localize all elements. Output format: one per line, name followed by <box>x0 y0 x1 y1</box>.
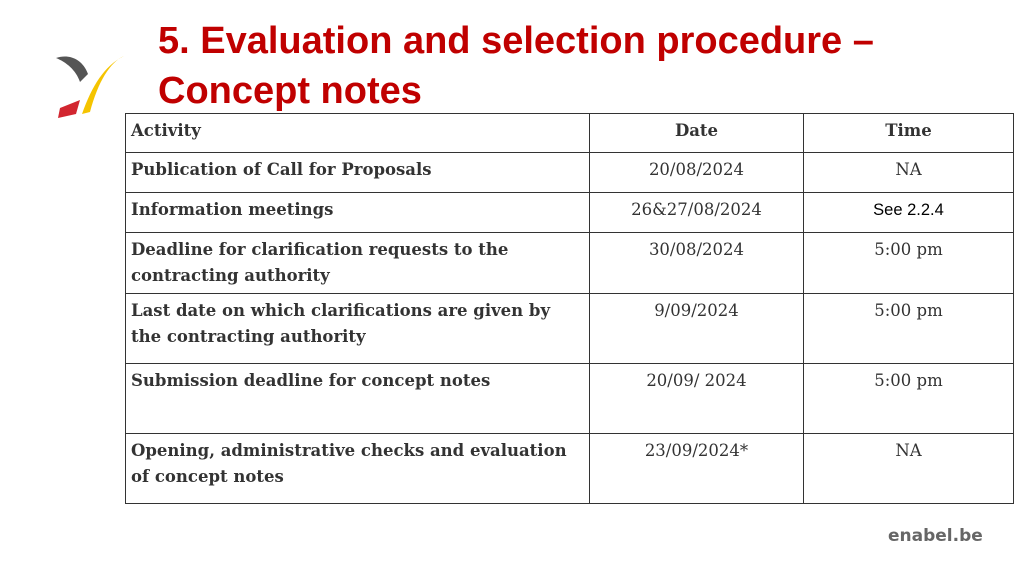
table-row: Deadline for clarification requests to t… <box>125 232 1014 294</box>
time-cell: NA <box>803 152 1014 193</box>
header-cell: Date <box>589 113 804 153</box>
date-cell: 20/09/ 2024 <box>589 363 804 434</box>
time-cell: 5:00 pm <box>803 232 1014 294</box>
activity-cell: Deadline for clarification requests to t… <box>125 232 590 294</box>
table-row: Submission deadline for concept notes 20/… <box>125 363 1014 434</box>
table-row: Publication of Call for Proposals 20/08/2… <box>125 152 1014 193</box>
title-line: Concept notes <box>158 70 422 112</box>
activity-cell: Publication of Call for Proposals <box>125 152 590 193</box>
table-row: Last date on which clarifications are gi… <box>125 293 1014 364</box>
slide-title: 5. Evaluation and selection procedure – … <box>158 16 874 116</box>
header-cell: Activity <box>125 113 590 153</box>
activity-cell: Submission deadline for concept notes <box>125 363 590 434</box>
header-row: Activity Date Time <box>125 113 1014 153</box>
date-cell: 9/09/2024 <box>589 293 804 364</box>
date-cell: 20/08/2024 <box>589 152 804 193</box>
footer-site: enabel.be <box>888 526 983 546</box>
table-row: Opening, administrative checks and evalu… <box>125 433 1014 504</box>
date-cell: 26&27/08/2024 <box>589 192 804 233</box>
activity-cell: Opening, administrative checks and evalu… <box>125 433 590 504</box>
logo <box>56 56 124 118</box>
header-cell: Time <box>803 113 1014 153</box>
date-cell: 23/09/2024* <box>589 433 804 504</box>
schedule-table: Activity Date Time Publication of Call for… <box>125 113 1014 504</box>
time-cell: 5:00 pm <box>803 363 1014 434</box>
time-cell: 5:00 pm <box>803 293 1014 364</box>
table-row: Information meetings 26&27/08/2024 See 2.2… <box>125 192 1014 233</box>
title-line: 5. Evaluation and selection procedure – <box>158 20 874 62</box>
time-cell: NA <box>803 433 1014 504</box>
date-cell: 30/08/2024 <box>589 232 804 294</box>
time-cell: See 2.2.4 <box>803 192 1014 233</box>
activity-cell: Last date on which clarifications are gi… <box>125 293 590 364</box>
activity-cell: Information meetings <box>125 192 590 233</box>
